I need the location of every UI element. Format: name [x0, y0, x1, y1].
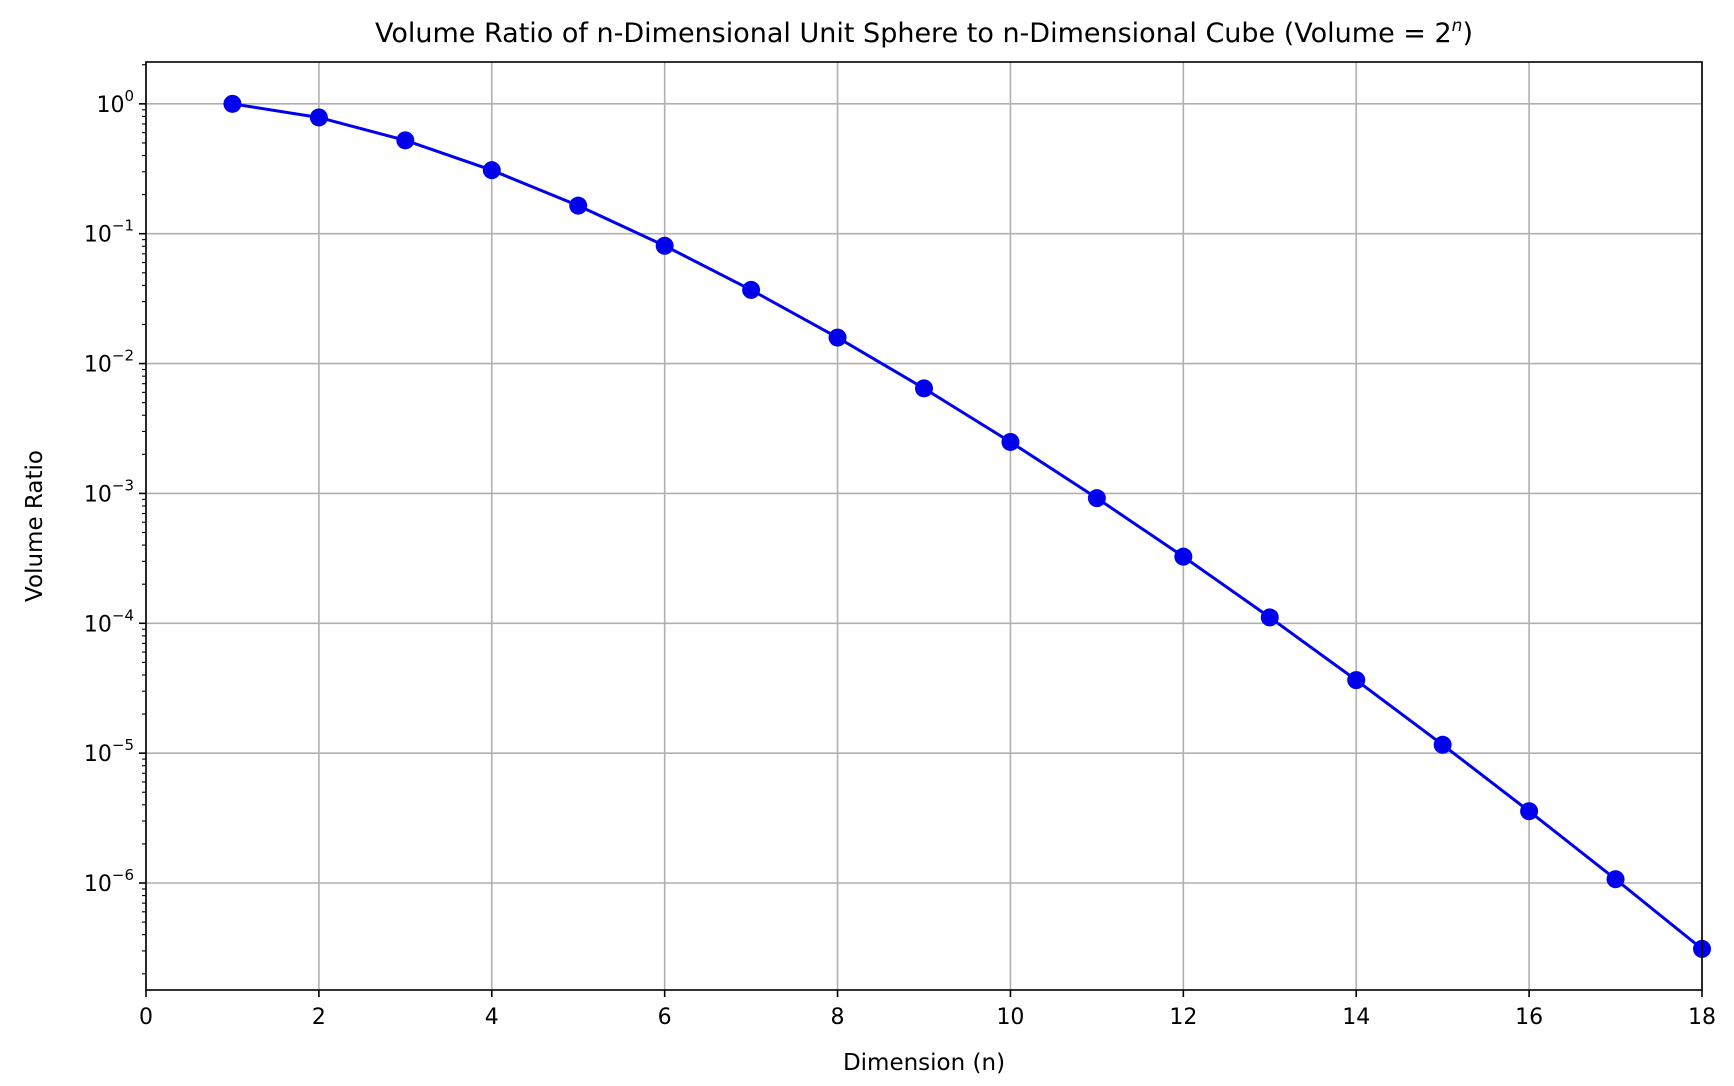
series-line	[232, 102, 1703, 951]
data-point	[1520, 802, 1539, 821]
data-point	[1260, 608, 1279, 627]
y-axis-label: Volume Ratio	[22, 450, 48, 602]
data-point	[742, 280, 761, 299]
data-point	[482, 161, 501, 180]
y-tick-label: 100	[96, 87, 134, 118]
x-tick-label: 16	[1515, 1005, 1543, 1030]
x-tick-label: 4	[485, 1005, 499, 1030]
data-point	[1174, 547, 1193, 566]
chart-title-end: )	[1462, 18, 1473, 49]
x-tick-label: 0	[139, 1005, 153, 1030]
data-point	[1001, 432, 1020, 451]
data-point	[309, 108, 328, 127]
y-tick-label: 10−3	[84, 476, 134, 507]
x-tick-label: 2	[312, 1005, 326, 1030]
chart-title-superscript: n	[1452, 16, 1463, 36]
data-point	[1433, 735, 1452, 754]
data-point	[396, 131, 415, 150]
data-point	[1087, 489, 1106, 508]
y-tick-label: 10−1	[84, 217, 134, 248]
grid-lines	[145, 62, 1703, 990]
data-point	[223, 94, 242, 113]
data-point	[1347, 671, 1366, 690]
series-layer	[223, 94, 1711, 958]
y-tick-label: 10−5	[84, 736, 134, 767]
x-axis-label: Dimension (n)	[843, 1050, 1005, 1076]
x-tick-label: 8	[831, 1005, 845, 1030]
x-tick-label: 12	[1169, 1005, 1197, 1030]
data-point	[828, 328, 847, 347]
y-tick-label: 10−2	[84, 347, 134, 378]
x-tick-label: 6	[658, 1005, 672, 1030]
chart-title-main: Volume Ratio of n-Dimensional Unit Spher…	[375, 18, 1452, 49]
chart-title: Volume Ratio of n-Dimensional Unit Spher…	[375, 16, 1473, 49]
plot-frame	[145, 61, 1703, 991]
tick-layer: 0 2 4 6 8 10 12 14 16 18 100 10−1 10−2 10−3 10−4 10−5 10…	[84, 64, 1716, 1030]
y-tick-label: 10−6	[84, 866, 134, 897]
x-tick-label: 14	[1342, 1005, 1370, 1030]
data-point	[569, 196, 588, 215]
x-tick-label: 10	[996, 1005, 1024, 1030]
y-tick-label: 10−4	[84, 606, 134, 637]
data-point	[655, 236, 674, 255]
data-point	[1606, 870, 1625, 889]
x-tick-label: 18	[1688, 1005, 1716, 1030]
data-point	[915, 379, 933, 398]
